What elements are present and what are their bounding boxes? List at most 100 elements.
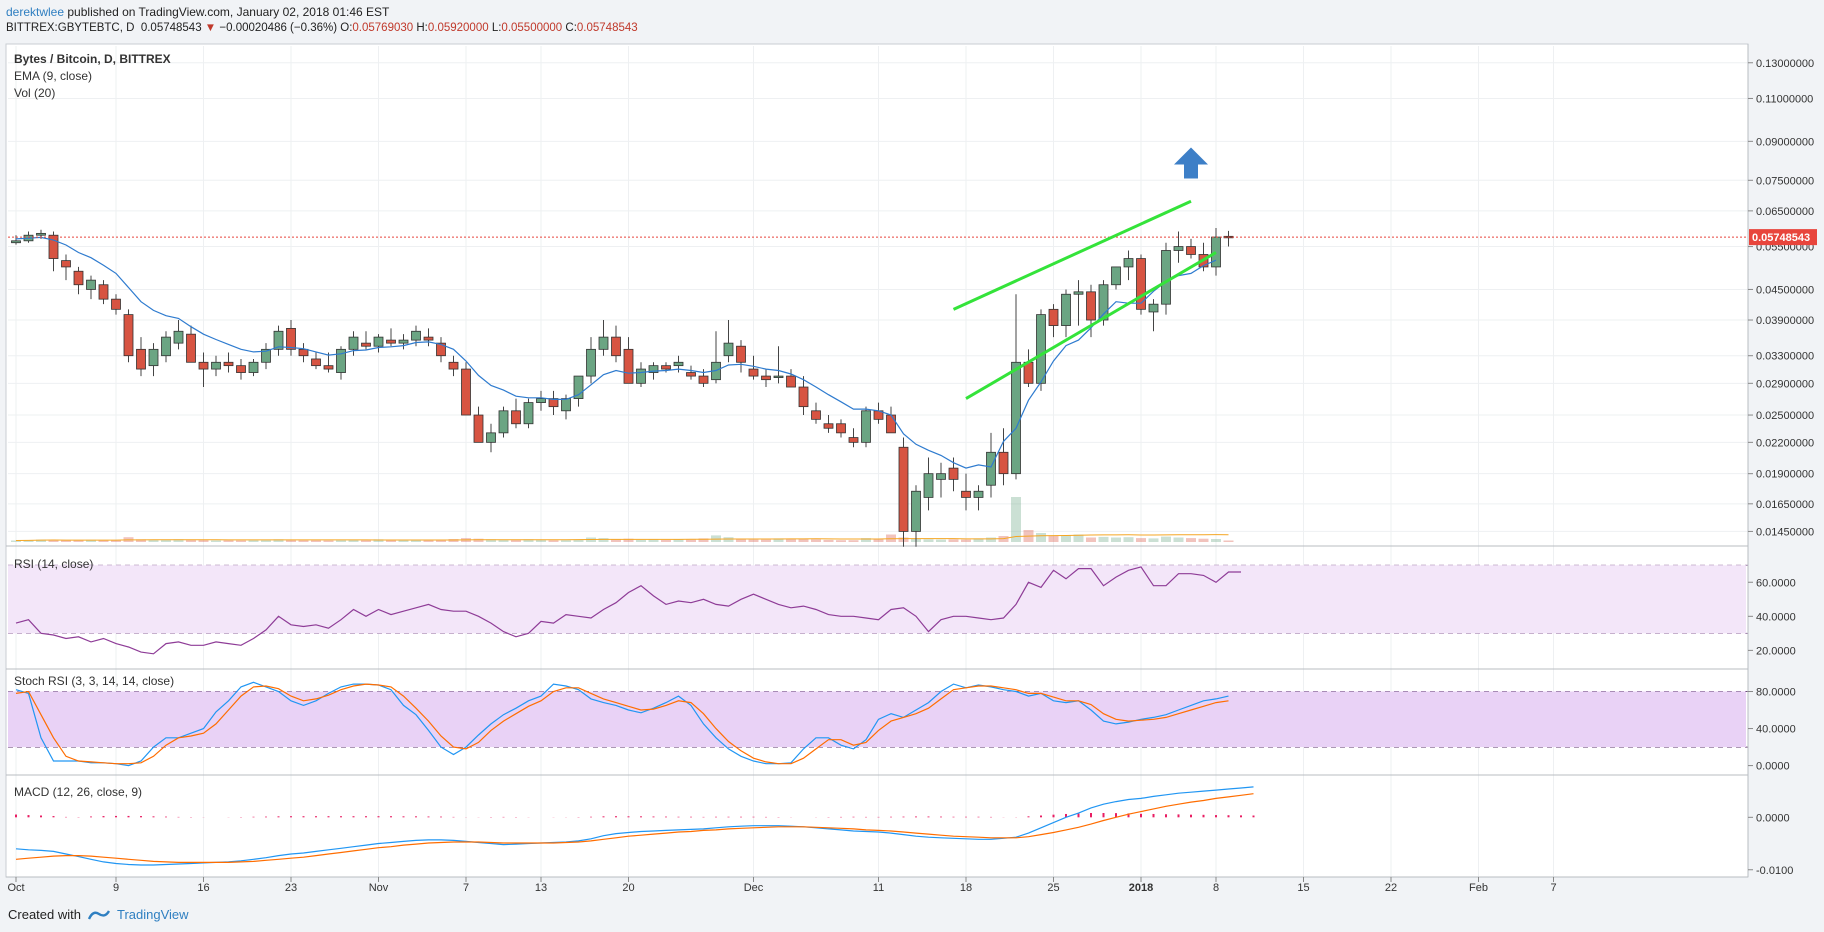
candle-body — [998, 451, 1009, 475]
volume-bar — [198, 539, 209, 542]
volume-bar — [823, 539, 834, 542]
volume-bar — [548, 540, 559, 542]
candle-body — [361, 342, 371, 347]
last-price: 0.05748543 — [140, 22, 202, 34]
volume-bar — [48, 539, 59, 542]
time-tick-label: 16 — [197, 882, 209, 894]
candle-body — [486, 432, 496, 443]
candle-body — [598, 336, 609, 350]
candle-body — [1061, 293, 1071, 326]
price-tick-label: 0.02500000 — [1756, 410, 1814, 422]
stoch-band — [8, 691, 1746, 748]
candle-body — [498, 410, 509, 434]
volume-bar — [1073, 534, 1084, 542]
volume-bar — [661, 539, 671, 542]
time-tick-label: Oct — [7, 882, 24, 894]
price-tick-label: 0.06500000 — [1756, 206, 1814, 218]
candle-body — [623, 348, 634, 384]
volume-bar — [486, 539, 496, 542]
candle-body — [1173, 246, 1184, 251]
volume-bar — [336, 540, 346, 542]
volume-bar — [973, 538, 984, 542]
candle-body — [1148, 303, 1159, 313]
volume-bar — [61, 540, 71, 542]
volume-bar — [1111, 537, 1121, 542]
legend-ema: EMA (9, close) — [14, 69, 92, 83]
candle-body — [1086, 291, 1096, 321]
channel-lower-line[interactable] — [965, 251, 1217, 400]
candle-body — [148, 348, 159, 367]
price-axis[interactable]: 0.13000000 0.11000000 0.09000000 0.07500000… — [1748, 58, 1817, 877]
candle-body — [1048, 308, 1059, 326]
candle-body — [398, 339, 409, 344]
volume-bar — [648, 539, 659, 542]
footer: Created with TradingView — [8, 907, 189, 922]
candle-body — [561, 398, 571, 412]
volume-bar — [398, 540, 409, 542]
volume-bar — [73, 540, 84, 542]
price-tick-label: 0.01450000 — [1756, 526, 1814, 538]
candle-body — [61, 260, 71, 268]
volume-bar — [623, 538, 634, 542]
change-arrow: ▼ — [204, 22, 217, 34]
volume-bar — [1123, 537, 1134, 542]
volume-bar — [773, 538, 784, 542]
candle-body — [198, 361, 209, 370]
chart-area[interactable]: 0.13000000 0.11000000 0.09000000 0.07500000… — [0, 0, 1824, 905]
candle-body — [461, 368, 471, 416]
volume-bar — [611, 539, 621, 542]
volume-bar — [736, 539, 746, 542]
volume-bar — [961, 539, 971, 542]
volume-bar — [211, 540, 221, 542]
volume-bar — [986, 537, 996, 542]
volume-bar — [348, 539, 359, 542]
candle-body — [211, 361, 221, 370]
tradingview-logo-icon — [87, 909, 111, 920]
volume-bar — [1011, 497, 1021, 542]
volume-bar — [836, 540, 846, 542]
candle-body — [648, 365, 659, 373]
volume-bar — [361, 540, 371, 542]
ema-line — [15, 236, 1217, 469]
volume-bar — [373, 539, 384, 542]
volume-bar — [673, 539, 684, 542]
price-tick-label: 0.03300000 — [1756, 351, 1814, 363]
pane-legends: Bytes / Bitcoin, D, BITTREX EMA (9, clos… — [14, 52, 174, 799]
volume-bar — [436, 540, 446, 542]
publish-line: derektwlee published on TradingView.com,… — [6, 5, 389, 19]
volume-bar — [1136, 538, 1146, 542]
time-tick-label: 8 — [1213, 882, 1219, 894]
last-price-tag — [1749, 229, 1817, 246]
tradingview-link[interactable]: TradingView — [116, 907, 189, 922]
time-tick-label: 15 — [1297, 882, 1309, 894]
volume-bar — [411, 539, 421, 542]
volume-bar — [298, 540, 309, 542]
price-tick-label: 0.11000000 — [1756, 93, 1813, 105]
candle-body — [723, 342, 734, 357]
candle-body — [1161, 250, 1171, 305]
candle-body — [861, 410, 871, 443]
volume-bar — [1086, 537, 1096, 542]
legend-macd: MACD (12, 26, close, 9) — [14, 785, 142, 799]
volume-ma-line — [15, 534, 1229, 541]
candle-body — [936, 473, 946, 480]
time-tick-label: 11 — [873, 882, 884, 894]
author-link[interactable]: derektwlee — [6, 5, 65, 19]
candle-body — [1136, 258, 1146, 310]
legend-rsi: RSI (14, close) — [14, 557, 93, 571]
channel-upper-line[interactable] — [952, 199, 1192, 311]
time-tick-label: 2018 — [1129, 882, 1153, 894]
price-tick-label: 0.01650000 — [1756, 499, 1814, 511]
volume-bar — [286, 539, 296, 542]
volume-bar — [86, 539, 96, 542]
candle-body — [248, 361, 259, 373]
candle-body — [373, 336, 384, 347]
volume-bar — [573, 539, 584, 542]
volume-bar — [1098, 536, 1109, 542]
arrow-up-icon[interactable] — [1174, 147, 1208, 179]
candle-body — [286, 327, 296, 350]
volume-bar — [236, 540, 246, 542]
time-axis[interactable]: Oct 9 16 23 Nov 7 13 20 Dec 11 18 25 2018 8 15 22 Feb 7 — [7, 877, 1557, 894]
time-tick-label: 7 — [463, 882, 469, 894]
time-tick-label: Nov — [369, 882, 389, 894]
